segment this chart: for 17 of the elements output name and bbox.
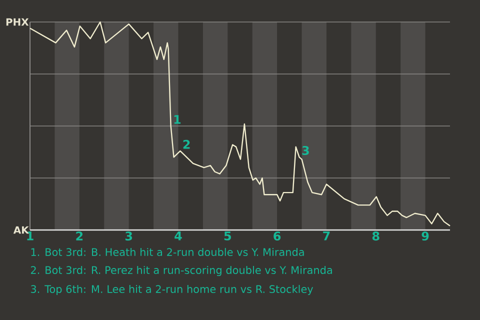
- text: 3. Top 6th: M. Lee hit a 2-run home run vs R. Stockley: [31, 284, 314, 296]
- annotation: 3: [302, 146, 309, 156]
- x-tick-label: 4: [174, 232, 182, 240]
- text: AK: [13, 226, 30, 234]
- x-tick-label: 3: [125, 232, 132, 241]
- x-tick-label: 5: [224, 232, 231, 240]
- text: 1. Bot 3rd: B. Heath hit a 2-run double vs Y. Miranda: [31, 248, 304, 256]
- x-tick-label: 1: [27, 232, 34, 240]
- x-tick-label: 8: [372, 232, 380, 241]
- x-tick-label: 6: [274, 232, 281, 241]
- text: PHX: [6, 18, 29, 26]
- x-tick-label: 2: [76, 232, 83, 240]
- annotation: 1: [174, 115, 181, 124]
- annotation: 2: [183, 140, 190, 149]
- x-tick-label: 9: [422, 232, 429, 241]
- text: 2. Bot 3rd: R. Perez hit a run-scoring double vs Y. Miranda: [30, 266, 332, 276]
- x-tick-label: 7: [323, 232, 330, 240]
